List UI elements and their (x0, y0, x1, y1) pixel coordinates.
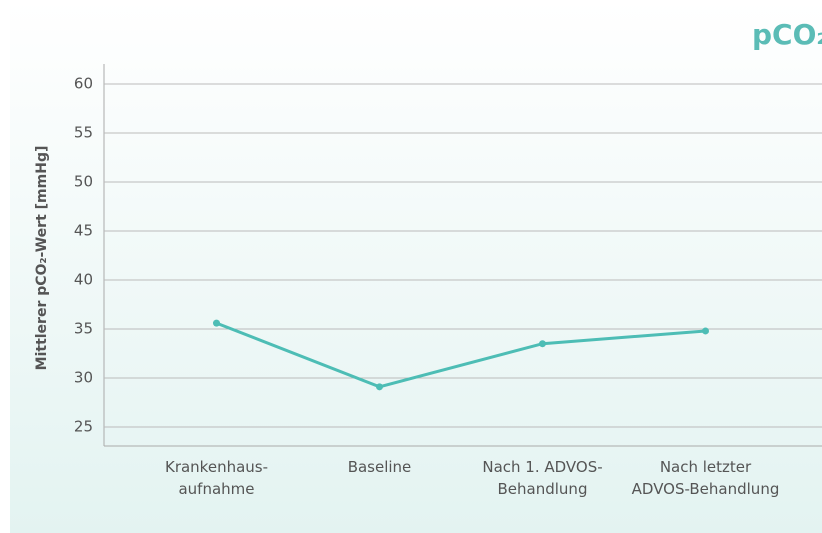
chart-title: pCO₂ (752, 18, 822, 51)
y-tick-label: 40 (74, 271, 93, 289)
y-tick-label: 45 (74, 222, 93, 240)
marker (702, 327, 709, 335)
marker (539, 340, 546, 348)
panel (10, 0, 822, 533)
y-tick-label: 50 (74, 173, 93, 191)
y-tick-label: 55 (74, 124, 93, 142)
x-tick-label: Baseline (347, 458, 412, 476)
y-tick-label: 60 (74, 75, 93, 93)
y-tick-label: 30 (74, 369, 93, 387)
y-axis-label: Mittlerer pCO₂-Wert [mmHg] (34, 146, 50, 371)
line (215, 321, 706, 389)
marker (376, 383, 383, 391)
x-tick-label: Krankenhaus- aufnahme (164, 458, 269, 498)
y-tick-label: 35 (74, 320, 93, 338)
marker (213, 319, 220, 327)
y-tick-label: 25 (74, 418, 93, 436)
x-tick-label: Nach 1. ADVOS- Behandlung (482, 458, 603, 498)
x-tick-label: Nach letzter ADVOS-Behandlung (631, 458, 780, 498)
